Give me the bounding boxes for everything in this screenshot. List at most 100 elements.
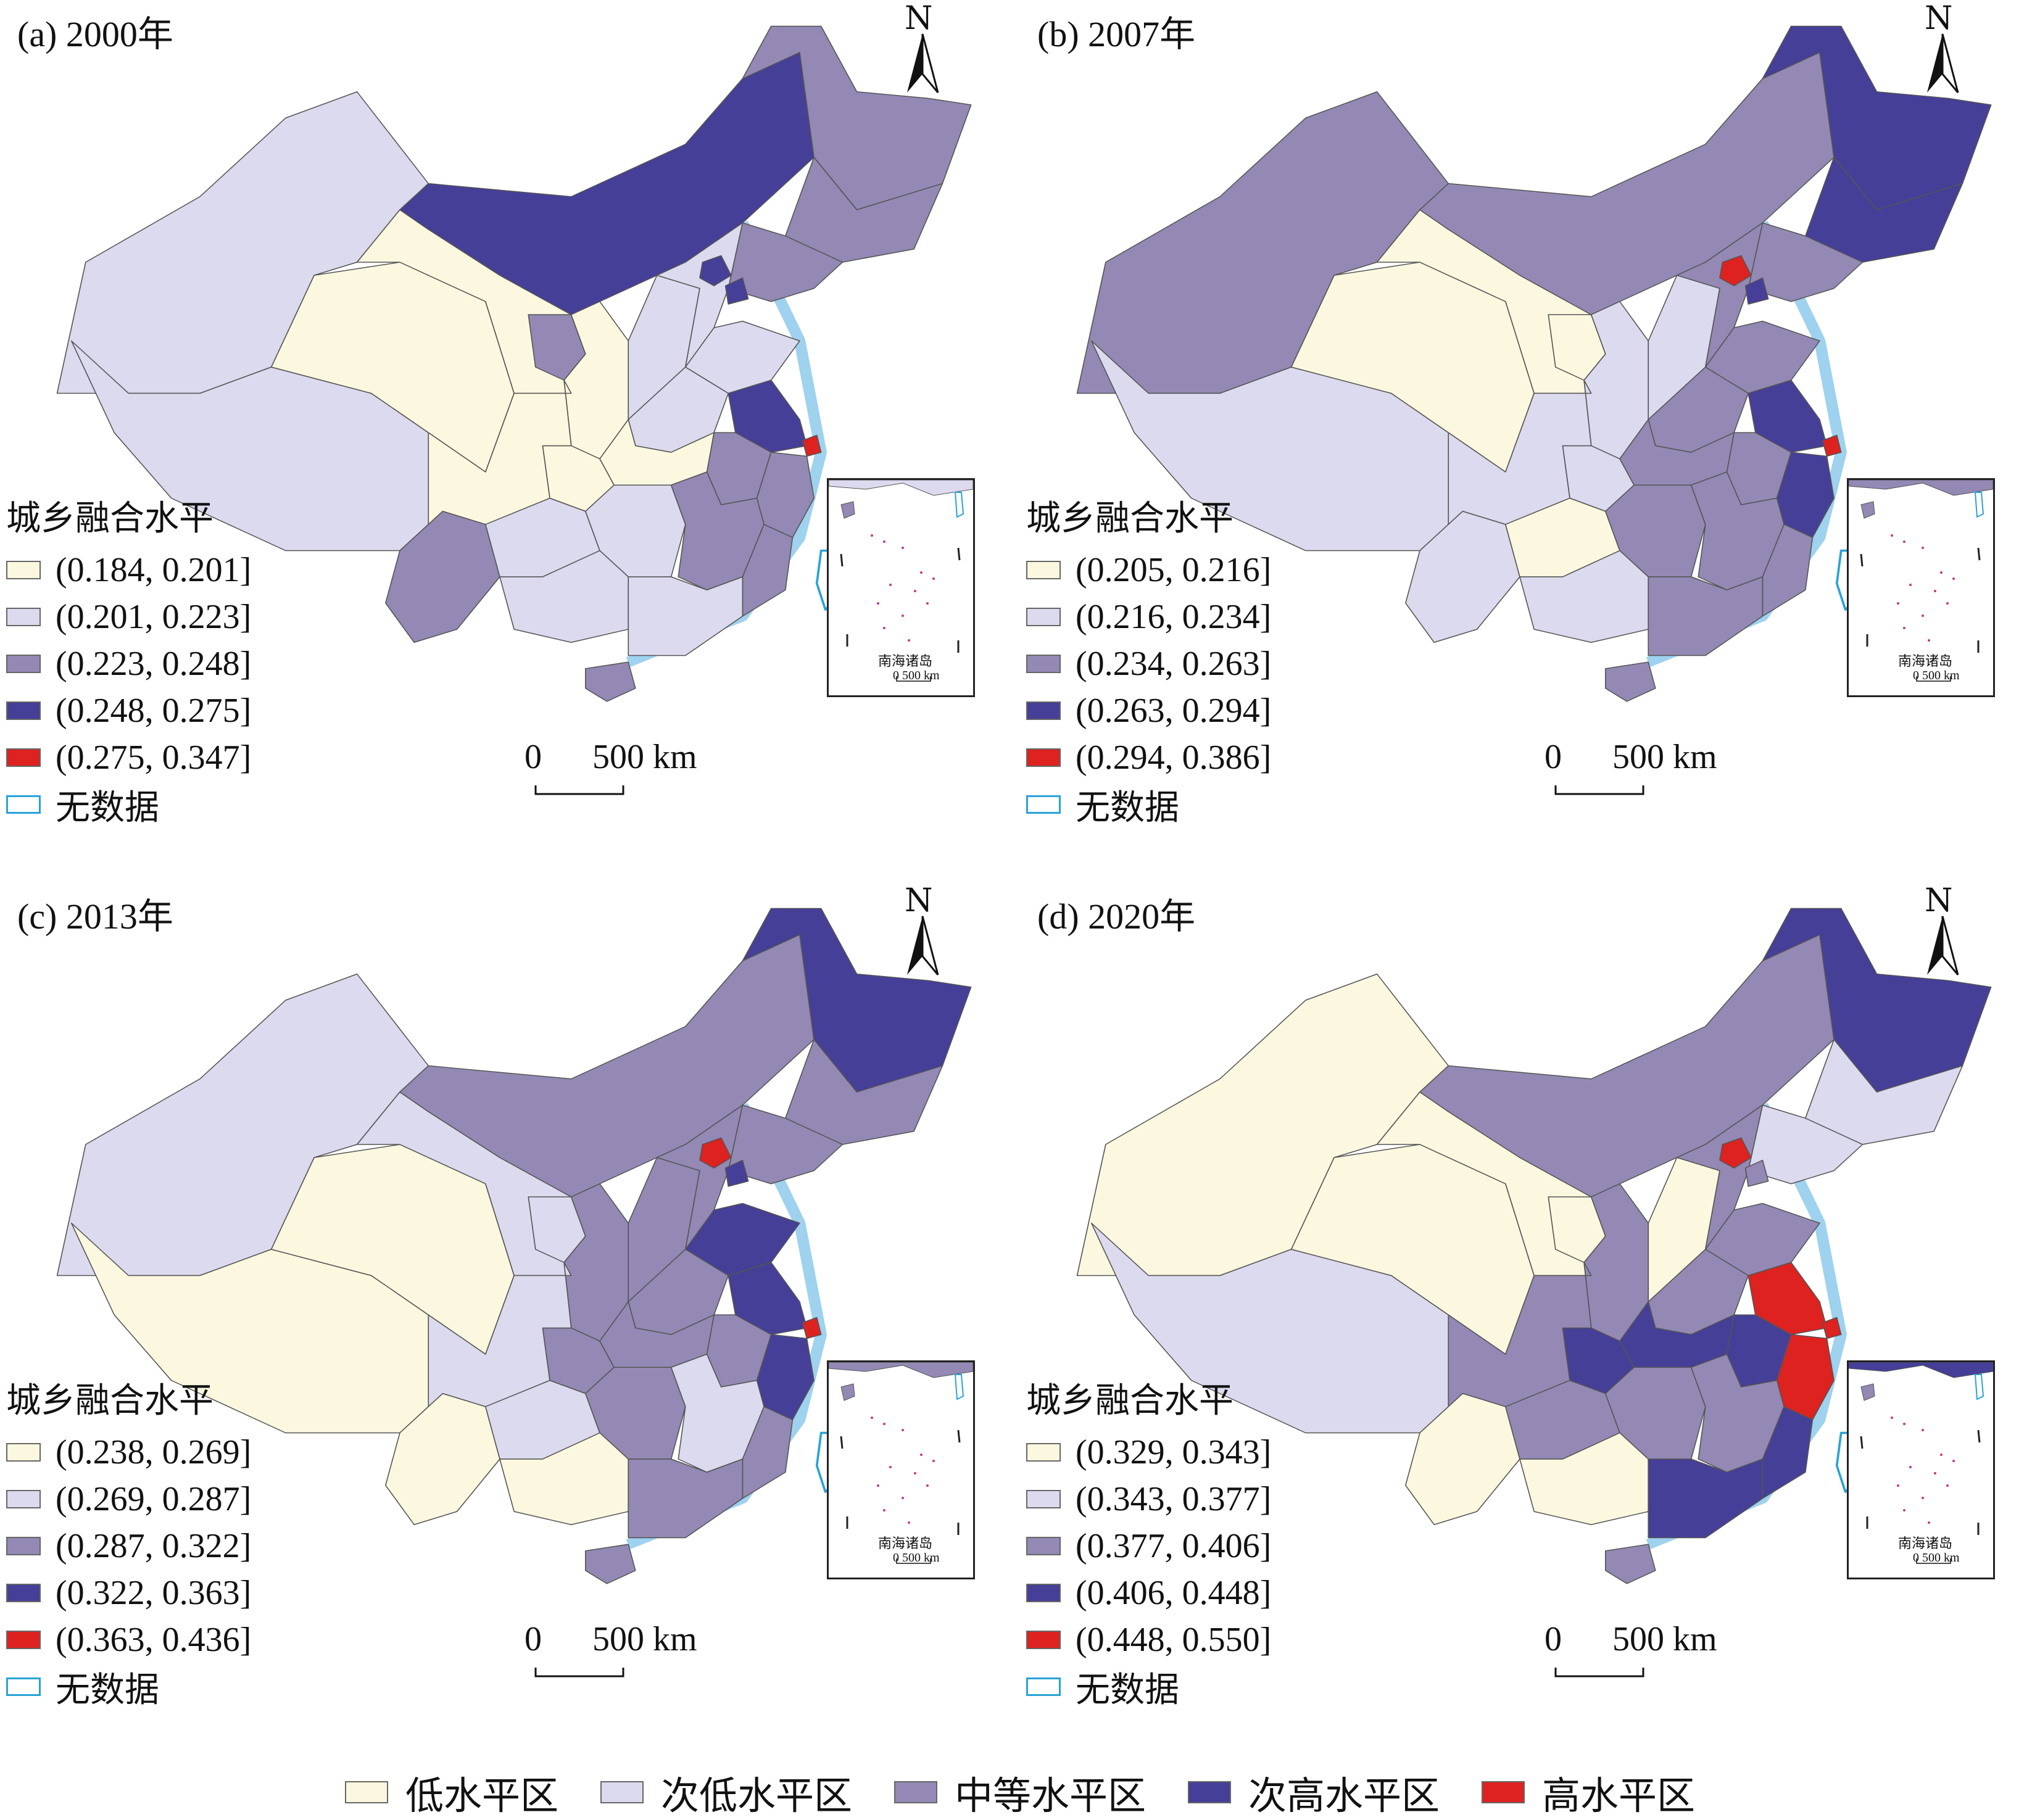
legend-swatch-nodata [6, 795, 41, 814]
province-heilongjiang [1762, 25, 1992, 210]
bottom-legend: 低水平区 次低水平区 中等水平区 次高水平区 高水平区 [0, 1771, 2040, 1818]
province-beijing [1719, 1137, 1752, 1169]
scale-bar: 0 500 km [1545, 1619, 1730, 1687]
legend-title: 城乡融合水平 [6, 1381, 214, 1421]
legend-label: (0.201, 0.223] [56, 598, 252, 636]
south-china-sea-inset: 南海诸岛 0 500 km [1847, 1360, 1995, 1579]
legend-label: (0.406, 0.448] [1076, 1574, 1272, 1612]
province-fujian [742, 524, 794, 617]
province-beijing [699, 1137, 732, 1169]
bottom-legend-item-high: 高水平区 [1482, 1764, 1695, 1820]
province-tianjin [724, 277, 749, 305]
scale-bar: 0 500 km [525, 1619, 710, 1687]
province-tianjin [1744, 277, 1769, 305]
legend-label: (0.363, 0.436] [56, 1621, 252, 1659]
inset-label: 南海诸岛 [878, 654, 933, 669]
north-label: N [1925, 882, 1953, 919]
panel-c: (c) 2013年 N 城乡融合水平 (0.238, 0.269] (0.269, 0.… [0, 882, 1020, 1771]
scale-distance: 500 km [592, 1620, 697, 1658]
legend-swatch [6, 655, 41, 673]
legend-swatch [6, 561, 41, 579]
scale-zero: 0 [525, 1620, 542, 1658]
legend-row-sublow: (0.216, 0.234] [1020, 594, 1366, 640]
legend-swatch [6, 608, 41, 626]
panel-title: (d) 2020年 [1037, 896, 1196, 937]
province-shanghai [802, 434, 822, 457]
inset-map [1849, 480, 1993, 682]
china-province-map [56, 25, 972, 702]
bottom-legend-swatch [1188, 1781, 1231, 1803]
scale-distance: 500 km [592, 738, 697, 776]
legend-swatch [6, 701, 41, 720]
inset-map [829, 480, 973, 682]
inset-map [1849, 1362, 1993, 1564]
legend-row-subhigh: (0.322, 0.363] [0, 1570, 346, 1616]
legend-swatch-nodata [1026, 795, 1061, 814]
north-arrow-icon [1927, 33, 1959, 93]
province-shanghai [1822, 1317, 1842, 1339]
north-arrow-icon [907, 33, 939, 93]
bottom-legend-label: 中等水平区 [954, 1772, 1146, 1818]
legend-row-low: (0.205, 0.216] [1020, 547, 1366, 594]
legend-label-nodata: 无数据 [1076, 1669, 1179, 1710]
legend-label: (0.238, 0.269] [56, 1433, 252, 1471]
legend-label: (0.216, 0.234] [1076, 598, 1272, 636]
legend-swatch [6, 1631, 41, 1649]
legend-row-sublow: (0.201, 0.223] [0, 594, 346, 640]
legend-label: (0.448, 0.550] [1076, 1621, 1272, 1659]
inset-label: 南海诸岛 [878, 1536, 933, 1552]
legend-row-high: (0.363, 0.436] [0, 1616, 346, 1663]
legend-label: (0.322, 0.363] [56, 1574, 252, 1612]
panel-title: (b) 2007年 [1037, 14, 1196, 54]
legend-label: (0.294, 0.386] [1076, 738, 1272, 777]
province-hainan [1605, 661, 1656, 702]
bottom-legend-label: 次低水平区 [660, 1772, 852, 1818]
legend-label: (0.223, 0.248] [56, 645, 252, 683]
bottom-legend-item-medium: 中等水平区 [894, 1764, 1146, 1820]
legend-row-high: (0.294, 0.386] [1020, 734, 1366, 781]
province-fujian [1762, 524, 1814, 617]
legend-swatch [6, 1537, 41, 1555]
legend-swatch [1026, 701, 1061, 720]
legend-label: (0.234, 0.263] [1076, 645, 1272, 683]
legend-title: 城乡融合水平 [1026, 1381, 1234, 1421]
bottom-legend-swatch [1482, 1781, 1525, 1803]
inset-scale: 0 500 km [1913, 669, 1960, 682]
province-neimenggu [1419, 52, 1835, 315]
legend-swatch [6, 1584, 41, 1602]
province-fujian [742, 1406, 794, 1499]
south-china-sea-inset: 南海诸岛 0 500 km [827, 1360, 975, 1579]
legend-label: (0.248, 0.275] [56, 692, 252, 730]
legend-row-subhigh: (0.248, 0.275] [0, 687, 346, 734]
legend-title: 城乡融合水平 [1026, 498, 1234, 539]
province-guangdong [628, 1458, 744, 1539]
north-arrow-icon [1927, 916, 1959, 975]
legend-label: (0.205, 0.216] [1076, 551, 1272, 589]
panel-title: (a) 2000年 [17, 14, 173, 54]
classification-legend: 城乡融合水平 (0.238, 0.269] (0.269, 0.287] (0.287… [0, 1373, 346, 1710]
scale-line [1554, 785, 1644, 795]
legend-row-medium: (0.234, 0.263] [1020, 640, 1366, 687]
legend-label: (0.287, 0.322] [56, 1527, 252, 1565]
legend-label: (0.329, 0.343] [1076, 1433, 1272, 1471]
legend-swatch [6, 1490, 41, 1508]
panel-title: (c) 2013年 [17, 896, 173, 937]
legend-row-nodata: 无数据 [1020, 1663, 1366, 1710]
china-province-map [1076, 25, 1992, 702]
scale-bar: 0 500 km [525, 737, 710, 805]
scale-zero: 0 [525, 738, 542, 776]
scale-distance: 500 km [1612, 738, 1717, 776]
south-china-sea-inset: 南海诸岛 0 500 km [1847, 478, 1995, 697]
province-guangdong [628, 576, 744, 656]
legend-swatch [1026, 561, 1061, 579]
province-hainan [585, 1544, 636, 1584]
inset-scale: 0 500 km [1913, 1551, 1960, 1565]
legend-row-high: (0.275, 0.347] [0, 734, 346, 781]
province-neimenggu [1419, 934, 1835, 1197]
north-label: N [905, 882, 933, 919]
legend-swatch [1026, 1443, 1061, 1462]
legend-swatch [6, 1443, 41, 1462]
bottom-legend-label: 高水平区 [1542, 1772, 1696, 1818]
province-beijing [699, 255, 732, 286]
scale-distance: 500 km [1612, 1620, 1717, 1658]
